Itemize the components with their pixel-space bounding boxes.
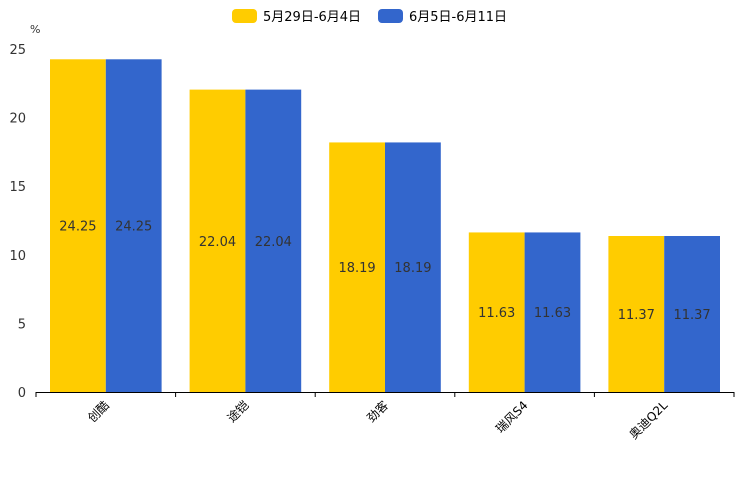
legend-swatch	[232, 9, 257, 23]
legend-label: 5月29日-6月4日	[263, 10, 361, 25]
x-tick-label: 劲客	[364, 398, 392, 426]
bar-2	[105, 59, 162, 392]
y-tick-label: 20	[9, 112, 26, 127]
data-label: 11.37	[673, 308, 710, 323]
data-label: 11.37	[618, 308, 655, 323]
y-tick-label: 25	[9, 43, 26, 58]
data-label: 11.63	[534, 306, 571, 321]
data-label: 11.63	[478, 306, 515, 321]
y-tick-label: 0	[18, 386, 26, 401]
x-tick-label: 奥迪Q2L	[627, 398, 671, 442]
bar-1	[50, 59, 106, 392]
bar-2	[524, 232, 581, 392]
y-tick-label: 10	[9, 249, 26, 264]
data-label: 24.25	[115, 220, 152, 235]
x-tick-label: 创酷	[85, 398, 112, 425]
x-tick-label: 途铠	[224, 398, 252, 426]
bar-1	[608, 236, 665, 392]
bar-1	[468, 232, 525, 392]
y-tick-label: 5	[18, 317, 26, 332]
bar-2	[245, 89, 302, 392]
data-label: 22.04	[199, 235, 236, 250]
legend-label: 6月5日-6月11日	[409, 10, 507, 25]
data-label: 18.19	[338, 261, 375, 276]
bar-1	[189, 89, 246, 392]
data-label: 18.19	[394, 261, 431, 276]
bar-2	[385, 142, 441, 392]
x-tick-label: 瑞风S4	[493, 398, 531, 436]
bar-1	[329, 142, 385, 392]
data-label: 22.04	[255, 235, 292, 250]
y-axis-label: %	[30, 23, 40, 36]
data-label: 24.25	[59, 220, 96, 235]
bar-2	[664, 236, 720, 392]
legend-swatch	[378, 9, 403, 23]
y-tick-label: 15	[9, 180, 26, 195]
